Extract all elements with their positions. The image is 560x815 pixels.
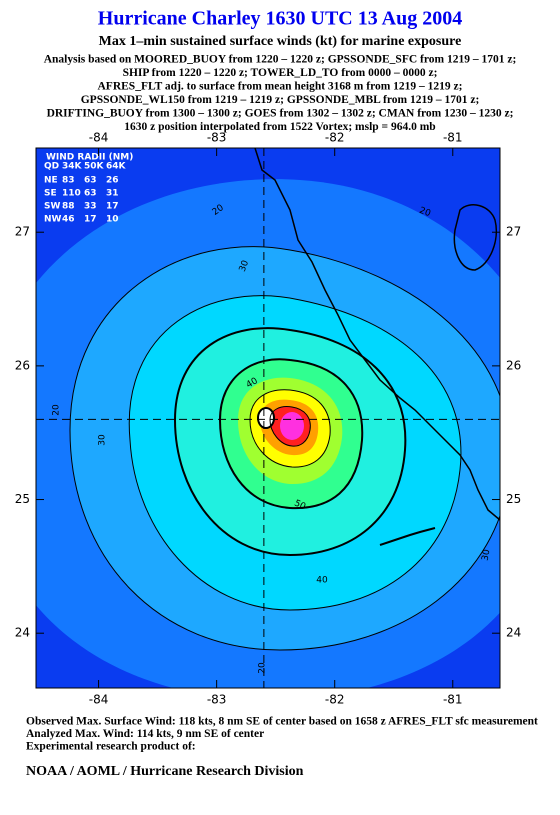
wind-radii-cell: 31 <box>106 189 119 199</box>
y-tick-label: 24 <box>506 626 521 640</box>
analysis-line: Analysis based on MOORED_BUOY from 1220 … <box>44 54 517 66</box>
x-tick-label: -82 <box>325 131 345 145</box>
wind-radii-table: WIND RADII (NM)QD 34K 50K 64K NE 83 63 26 SE 110 6… <box>44 153 133 225</box>
wind-radii-cell: 26 <box>106 176 119 186</box>
contour-label: 40 <box>316 576 328 586</box>
y-tick-label: 26 <box>15 358 30 372</box>
wind-radii-cell: 110 <box>62 189 81 199</box>
wind-radii-header: 64K <box>106 162 127 172</box>
subtitle: Max 1–min sustained surface winds (kt) f… <box>99 34 462 49</box>
x-tick-label: -83 <box>207 131 227 145</box>
contour-label: 20 <box>258 662 268 674</box>
y-tick-label: 27 <box>506 225 521 239</box>
contour-label: 20 <box>52 404 62 416</box>
chart-title: Hurricane Charley 1630 UTC 13 Aug 2004 <box>98 8 462 30</box>
contour-label: 30 <box>238 259 251 273</box>
contour-label: 30 <box>98 434 108 446</box>
analysis-line: DRIFTING_BUOY from 1300 – 1300 z; GOES f… <box>47 108 514 120</box>
footer-line: Analyzed Max. Wind: 114 kts, 9 nm SE of … <box>26 728 264 740</box>
analysis-line: GPSSONDE_WL150 from 1219 – 1219 z; GPSSO… <box>81 94 480 106</box>
credit: NOAA / AOML / Hurricane Research Divisio… <box>26 764 304 779</box>
y-tick-label: 25 <box>15 492 30 506</box>
wind-radii-cell: SW <box>44 202 60 212</box>
wind-radii-cell: 46 <box>62 215 75 225</box>
wind-radii-title: WIND RADII (NM) <box>46 153 133 163</box>
wind-radii-cell: 88 <box>62 202 75 212</box>
wind-radii-cell: 63 <box>84 176 97 186</box>
wind-radii-cell: 33 <box>84 202 97 212</box>
map-frame <box>35 147 501 689</box>
wind-radii-cell: NE <box>44 176 58 186</box>
wind-radii-cell: 10 <box>106 215 119 225</box>
wind-radii-header: QD <box>44 162 59 172</box>
map-area <box>36 148 500 688</box>
wind-radii-cell: 17 <box>106 202 119 212</box>
y-tick-label: 26 <box>506 358 521 372</box>
wind-radii-cell: 63 <box>84 189 97 199</box>
wind-radii-header: 34K <box>62 162 83 172</box>
footer-line: Experimental research product of: <box>26 741 196 753</box>
x-tick-label: -82 <box>325 693 345 707</box>
x-tick-label: -84 <box>89 693 109 707</box>
footer-line: Observed Max. Surface Wind: 118 kts, 8 n… <box>26 716 538 728</box>
wind-radii-cell: 83 <box>62 176 75 186</box>
contour-label: 30 <box>481 548 493 561</box>
x-tick-label: -84 <box>89 131 109 145</box>
x-tick-label: -81 <box>443 131 463 145</box>
wind-radii-header: 50K <box>84 162 105 172</box>
y-tick-label: 25 <box>506 492 521 506</box>
x-tick-label: -83 <box>207 693 227 707</box>
analysis-line: AFRES_FLT adj. to surface from mean heig… <box>98 81 463 93</box>
contour-label: 50 <box>292 499 307 513</box>
wind-radii-cell: 17 <box>84 215 97 225</box>
wind-radii-cell: NW <box>44 215 62 225</box>
wind-radii-cell: SE <box>44 189 57 199</box>
analysis-line: 1630 z position interpolated from 1522 V… <box>124 121 435 133</box>
y-tick-label: 24 <box>15 626 30 640</box>
analysis-line: SHIP from 1220 – 1220 z; TOWER_LD_TO fro… <box>123 67 438 79</box>
y-tick-label: 27 <box>15 225 30 239</box>
contour-label: 20 <box>418 206 432 219</box>
x-tick-label: -81 <box>443 693 463 707</box>
